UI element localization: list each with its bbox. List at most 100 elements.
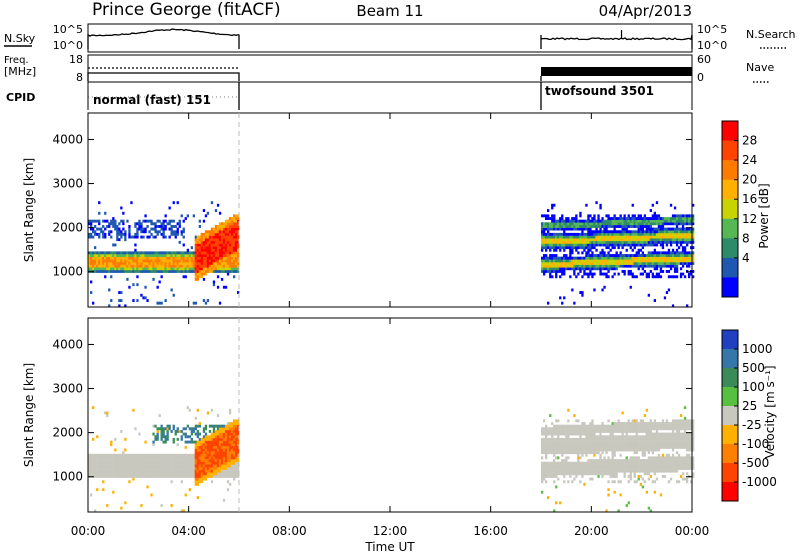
range-time-cell [112,459,115,462]
range-time-cell [162,262,165,265]
range-time-cell [142,251,145,255]
range-time-cell [198,432,201,436]
range-time-cell [681,422,685,425]
range-time-cell [675,232,679,236]
range-time-cell [671,443,675,447]
range-time-cell [160,430,163,433]
range-time-cell [587,238,590,242]
range-time-cell [198,243,201,247]
range-time-cell [235,259,238,263]
range-time-cell [112,464,115,468]
range-time-cell [583,240,586,244]
range-time-cell [559,472,562,476]
range-time-cell [214,432,218,436]
range-time-cell [692,254,695,257]
range-time-cell [110,459,113,462]
range-time-cell [182,475,185,478]
range-time-cell [609,243,612,247]
range-time-cell [601,440,604,444]
range-time-cell [589,222,592,226]
range-time-cell [555,254,558,257]
range-time-cell [188,440,191,444]
range-time-cell [204,240,208,244]
range-time-cell [136,262,139,265]
range-time-cell [210,469,214,473]
range-time-cell [216,437,220,441]
range-time-cell [651,437,654,441]
range-time-cell [226,230,230,234]
range-time-cell [90,456,93,460]
range-time-cell [547,301,550,305]
range-time-cell [188,464,191,468]
range-time-cell [128,230,131,234]
range-time-cell [623,448,626,452]
range-time-cell [136,475,139,478]
range-time-cell [595,222,598,226]
range-time-cell [577,472,580,476]
range-time-cell [611,464,614,468]
range-time-cell [663,217,667,220]
range-time-cell [174,467,177,470]
range-time-cell [681,445,685,449]
range-time-cell [218,432,222,436]
range-time-cell [170,264,173,268]
range-time-cell [677,222,681,226]
range-time-cell [587,227,590,231]
range-time-cell [575,461,578,465]
range-time-cell [154,256,157,260]
range-time-cell [170,267,173,271]
range-time-cell [597,469,600,473]
range-time-cell [667,232,671,236]
range-time-cell [669,238,673,242]
range-time-cell [609,459,612,462]
range-time-cell [224,451,228,455]
range-time-cell [637,445,640,449]
range-time-cell [557,451,560,455]
range-time-cell [661,243,665,247]
range-time-cell [220,256,224,260]
range-time-cell [677,246,681,250]
range-time-cell [637,232,640,236]
range-time-cell [649,240,652,244]
range-time-cell [569,445,572,449]
range-time-cell [692,448,695,452]
range-time-cell [126,264,129,268]
range-time-cell [216,453,220,457]
range-time-cell [196,461,199,465]
range-time-cell [194,267,197,271]
range-time-cell [688,264,691,268]
range-time-cell [112,490,115,494]
range-time-cell [625,432,628,436]
range-time-cell [162,472,165,476]
range-time-cell [615,422,618,425]
range-time-cell [208,240,212,244]
range-time-cell [90,467,93,470]
range-time-cell [124,464,127,468]
range-time-cell [190,453,193,457]
range-time-cell [659,267,663,271]
range-time-cell [226,440,230,444]
range-time-cell [617,461,620,465]
range-time-cell [595,264,598,268]
range-time-cell [106,414,109,417]
range-time-cell [589,445,592,449]
range-time-cell [108,464,111,468]
range-time-cell [629,477,632,481]
range-time-cell [661,435,665,439]
range-time-cell [226,219,230,223]
range-time-cell [138,251,141,255]
range-time-cell [667,230,671,234]
range-time-cell [220,459,224,462]
range-time-cell [677,445,681,449]
range-time-cell [605,448,608,452]
range-time-cell [633,424,636,428]
range-time-cell [589,267,592,271]
range-time-cell [557,472,560,476]
range-time-cell [172,256,175,260]
range-time-cell [677,430,681,433]
range-time-cell [122,219,125,223]
range-time-cell [204,435,208,439]
range-time-cell [643,440,646,444]
range-time-cell [673,259,677,263]
range-time-cell [178,469,181,473]
